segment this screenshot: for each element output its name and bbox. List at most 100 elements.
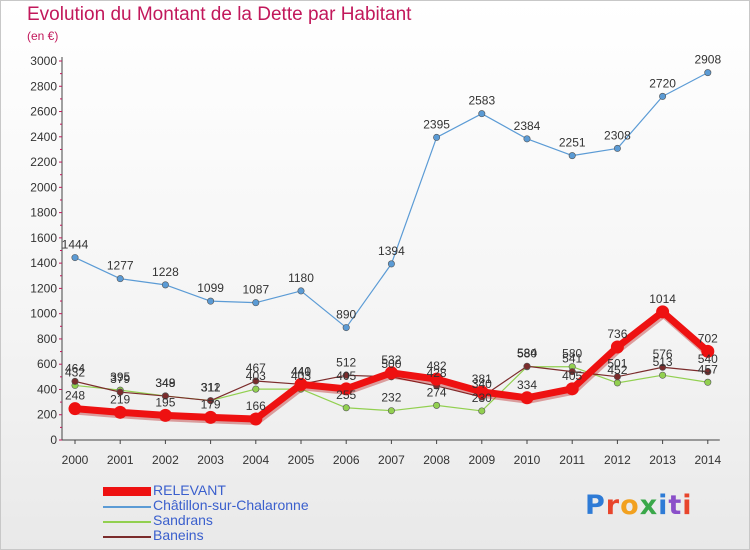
data-label: 312 [201,381,221,395]
y-tick-label: 200 [37,408,57,422]
data-label: 1277 [107,259,134,273]
data-point [613,373,621,381]
data-label: 580 [562,347,582,361]
data-label: 467 [246,361,266,375]
data-label: 540 [698,352,718,366]
x-tick-label: 2000 [62,453,89,467]
data-label: 379 [110,372,130,386]
data-label: 348 [155,376,175,390]
data-label: 890 [336,308,356,322]
chart-unit-label: (en €) [27,29,59,43]
x-tick-label: 2013 [649,453,676,467]
data-point [433,401,441,409]
data-label: 232 [381,391,401,405]
y-tick-label: 0 [50,433,57,447]
data-label: 395 [110,370,130,384]
y-tick-label: 2000 [30,180,57,194]
data-label: 166 [246,399,266,413]
data-label: 1444 [62,238,89,252]
data-point [610,340,624,354]
data-label: 405 [336,369,356,383]
data-label: 2251 [559,136,586,150]
data-point [161,281,169,289]
data-point [659,92,667,100]
x-tick-label: 2008 [423,453,450,467]
y-tick-label: 1600 [30,231,57,245]
legend-swatch [103,505,151,508]
data-label: 541 [562,352,582,366]
data-point [478,407,486,415]
data-label: 1014 [649,292,676,306]
data-label: 532 [381,353,401,367]
x-tick-label: 2014 [694,453,721,467]
data-label: 440 [291,364,311,378]
y-tick-label: 2800 [30,79,57,93]
data-label: 702 [698,331,718,345]
data-point [342,404,350,412]
y-tick-label: 1800 [30,206,57,220]
y-tick-label: 1000 [30,307,57,321]
data-label: 255 [336,388,356,402]
legend-label: RELEVANT [153,482,226,498]
y-tick-label: 1200 [30,281,57,295]
data-label: 428 [427,366,447,380]
data-label: 2308 [604,128,631,142]
x-tick-label: 2012 [604,453,631,467]
data-point [387,260,395,268]
data-point [339,382,353,396]
x-tick-label: 2005 [288,453,315,467]
data-label: 2583 [468,94,495,108]
chart-title: Evolution du Montant de la Dette par Hab… [27,4,412,25]
data-label: 2720 [649,76,676,90]
x-tick-label: 2011 [559,453,585,467]
legend-swatch [103,520,151,523]
data-point [252,377,260,385]
data-point [433,133,441,141]
data-point [342,371,350,379]
data-point [701,344,715,358]
y-tick-label: 2600 [30,105,57,119]
data-point [297,287,305,295]
y-tick-label: 400 [37,382,57,396]
data-point [568,368,576,376]
data-point [252,385,260,393]
data-point [204,410,218,424]
x-tick-label: 2006 [333,453,360,467]
data-label: 432 [65,365,85,379]
data-label: 501 [607,357,627,371]
data-label: 195 [155,395,175,409]
data-point [659,371,667,379]
data-label: 482 [427,359,447,373]
data-point [207,397,215,405]
data-point [656,305,670,319]
data-point [568,152,576,160]
data-point [704,69,712,77]
data-point [387,407,395,415]
data-point [71,377,79,385]
x-tick-label: 2007 [378,453,405,467]
legend-label: Sandrans [153,512,213,528]
legend-label: Châtillon-sur-Chalaronne [153,497,309,513]
y-tick-label: 2200 [30,155,57,169]
data-label: 576 [653,347,673,361]
data-label: 274 [427,385,447,399]
data-point [613,379,621,387]
y-tick-label: 600 [37,357,57,371]
data-label: 1087 [242,283,269,297]
data-point [565,382,579,396]
data-label: 464 [65,361,85,375]
data-label: 441 [291,364,311,378]
data-point [523,135,531,143]
legend-label: Baneins [153,527,204,543]
data-label: 334 [517,378,537,392]
x-tick-label: 2001 [107,453,134,467]
data-label: 2395 [423,117,450,131]
data-point [704,378,712,386]
data-point [249,412,263,426]
y-tick-label: 1400 [30,256,57,270]
data-label: 349 [155,376,175,390]
y-tick-label: 3000 [30,54,57,68]
x-tick-label: 2004 [242,453,269,467]
